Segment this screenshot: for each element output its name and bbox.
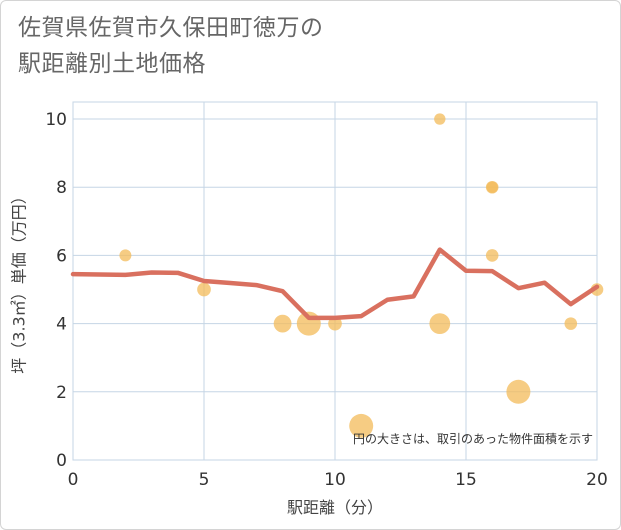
x-axis-label: 駅距離（分）	[287, 498, 383, 517]
bubble-point	[485, 249, 499, 262]
chart-title-line2: 駅距離別土地価格	[18, 51, 206, 77]
bubble-point	[564, 317, 578, 330]
x-tick-label: 5	[199, 470, 210, 490]
bubble-point	[119, 249, 132, 262]
bubble-point	[434, 113, 446, 125]
y-tick-label: 4	[56, 315, 67, 335]
y-tick-label: 6	[56, 246, 67, 266]
bubble-point	[486, 181, 498, 193]
chart-title-line1: 佐賀県佐賀市久保田町徳万の	[18, 15, 324, 41]
y-tick-label: 0	[56, 451, 67, 471]
x-tick-label: 20	[586, 470, 608, 490]
chart-title: 佐賀県佐賀市久保田町徳万の 駅距離別土地価格	[18, 10, 324, 82]
size-note: 円の大きさは、取引のあった物件面積を示す	[353, 431, 593, 446]
y-tick-label: 10	[45, 110, 67, 130]
y-tick-label: 2	[56, 383, 67, 403]
bubble-point	[328, 316, 342, 331]
y-tick-label: 8	[56, 178, 67, 198]
x-tick-label: 10	[324, 470, 346, 490]
average-line	[70, 247, 600, 321]
bubble-point	[349, 413, 374, 438]
bubble-point	[197, 282, 211, 297]
x-tick-label: 15	[455, 470, 477, 490]
bubble-point	[506, 379, 531, 404]
x-tick-label: 0	[68, 470, 79, 490]
average-line-series	[70, 247, 600, 321]
bubble-point	[429, 313, 451, 335]
grid	[72, 101, 598, 461]
y-axis-label: 坪（3.3㎡）単価（万円）	[10, 188, 29, 373]
axis-ticks: 0 5 10 15 20 0 2 4 6 8 10	[45, 110, 607, 490]
bubble-point	[273, 314, 292, 333]
